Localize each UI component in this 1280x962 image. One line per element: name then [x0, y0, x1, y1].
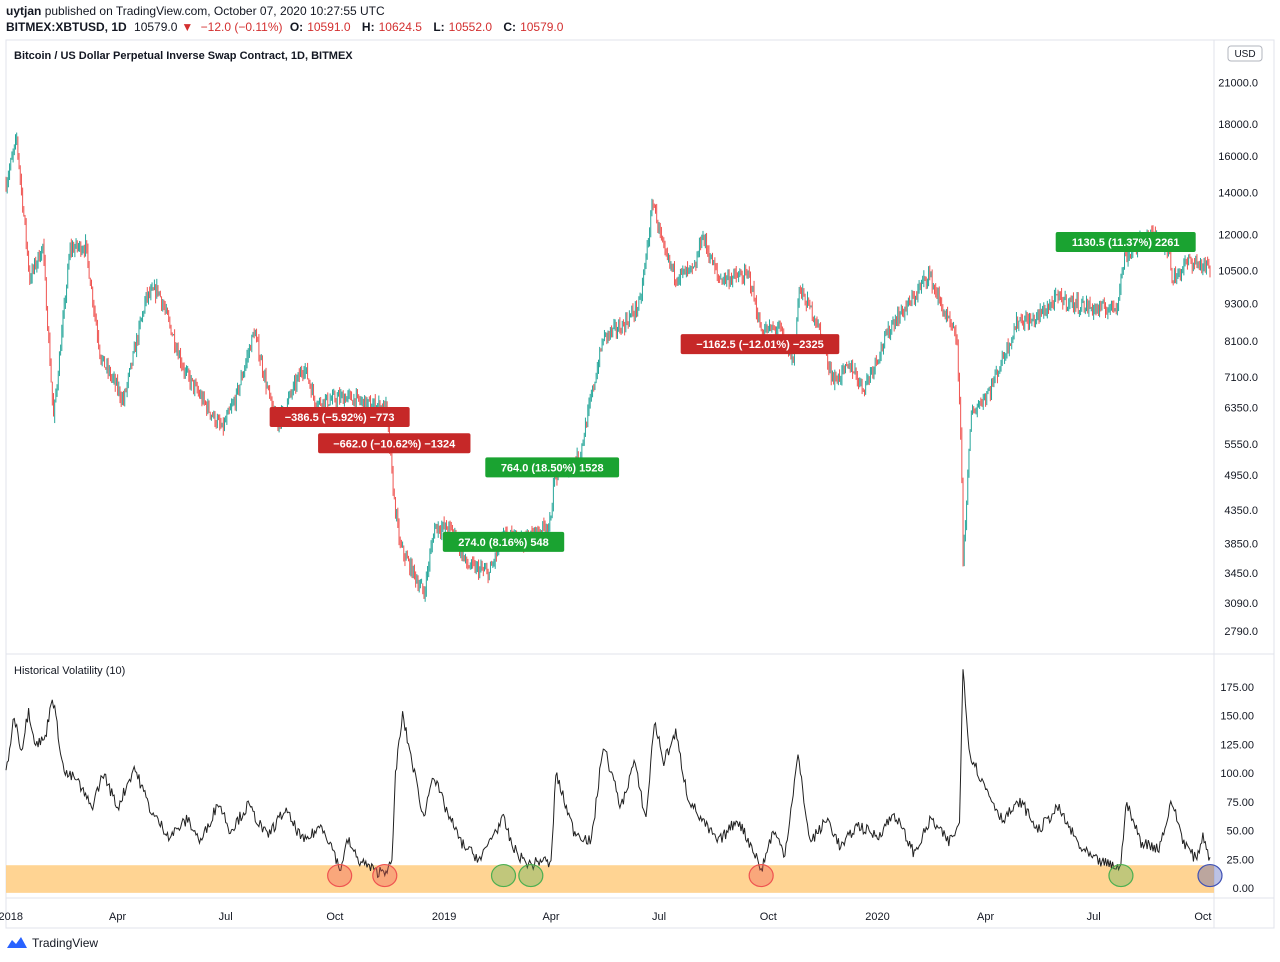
price-chart[interactable]: Bitcoin / US Dollar Perpetual Inverse Sw…	[0, 38, 1280, 930]
volatility-tick-label: 75.00	[1226, 797, 1254, 809]
close-label: C:	[503, 20, 517, 34]
low-volatility-band	[6, 865, 1214, 893]
volatility-circle	[1108, 863, 1134, 888]
tradingview-footer[interactable]: TradingView	[6, 936, 98, 950]
volatility-tick-label: 0.00	[1233, 883, 1254, 895]
price-tick-label: 21000.0	[1218, 77, 1258, 89]
currency-button[interactable]	[1227, 45, 1263, 62]
volatility-tick-label: 25.00	[1226, 854, 1254, 866]
trade-label-box	[269, 406, 410, 427]
open-value: 10591.0	[307, 20, 351, 34]
price-tick-label: 4350.0	[1224, 505, 1258, 517]
price-tick-label: 14000.0	[1218, 187, 1258, 199]
tradingview-brand[interactable]: TradingView	[32, 936, 99, 950]
author-name[interactable]: uytjan	[6, 4, 42, 18]
open-label: O:	[289, 20, 304, 34]
x-tick-label: Apr	[109, 911, 126, 923]
x-tick-label: Jul	[652, 911, 666, 923]
trade-label: 274.0 (8.16%) 548	[458, 537, 549, 549]
volatility-tick-label: 175.00	[1220, 682, 1254, 694]
price-tick-label: 3090.0	[1224, 598, 1258, 610]
volatility-line	[5, 669, 1211, 879]
volatility-tick-label: 125.00	[1220, 739, 1254, 751]
volatility-tick-label: 50.00	[1226, 826, 1254, 838]
trade-label: −662.0 (−10.62%) −1324	[333, 438, 456, 450]
x-tick-label: 2020	[865, 911, 889, 923]
symbol-label: BITMEX:XBTUSD, 1D	[6, 20, 127, 34]
price-tick-label: 8100.0	[1224, 336, 1258, 348]
x-tick-label: Apr	[542, 911, 559, 923]
trade-label: −386.5 (−5.92%) −773	[285, 412, 395, 424]
x-tick-label: Oct	[1194, 911, 1211, 923]
x-tick-label: Oct	[326, 911, 343, 923]
trade-label-box	[680, 334, 840, 355]
price-tick-label: 3850.0	[1224, 538, 1258, 550]
price-tick-label: 9300.0	[1224, 299, 1258, 311]
trade-label: −1162.5 (−12.01%) −2325	[696, 339, 824, 351]
x-tick-label: Jul	[1087, 911, 1101, 923]
price-chart-title: Bitcoin / US Dollar Perpetual Inverse Sw…	[14, 50, 353, 62]
price-tick-label: 6350.0	[1224, 402, 1258, 414]
trade-label-box	[1055, 232, 1196, 253]
price-tick-label: 3450.0	[1224, 568, 1258, 580]
price-tick-label: 10500.0	[1218, 266, 1258, 278]
tradingview-logo-icon	[7, 937, 27, 948]
price-tick-label: 4950.0	[1224, 470, 1258, 482]
down-arrow-icon: ▼	[181, 20, 194, 34]
trade-label: 1130.5 (11.37%) 2261	[1072, 237, 1180, 249]
volatility-tick-label: 150.00	[1220, 711, 1254, 723]
trade-label-box	[442, 531, 565, 552]
x-tick-label: 2019	[432, 911, 456, 923]
volatility-circle	[1197, 863, 1223, 888]
price-tick-label: 18000.0	[1218, 119, 1258, 131]
price-tick-label: 12000.0	[1218, 229, 1258, 241]
price-tick-label: 7100.0	[1224, 372, 1258, 384]
price-tick-label: 5550.0	[1224, 439, 1258, 451]
volatility-title: Historical Volatility (10)	[14, 665, 125, 677]
price-tick-label: 16000.0	[1218, 151, 1258, 163]
x-tick-label: Apr	[977, 911, 994, 923]
volatility-circle	[327, 863, 353, 888]
currency-label[interactable]: USD	[1234, 49, 1255, 60]
trade-label-box	[318, 433, 471, 454]
last-price: 10579.0	[134, 20, 178, 34]
volatility-circle	[490, 863, 517, 888]
publish-info: uytjan published on TradingView.com, Oct…	[6, 4, 385, 18]
x-tick-label: Jul	[219, 911, 233, 923]
price-tick-label: 2790.0	[1224, 626, 1258, 638]
high-value: 10624.5	[378, 20, 422, 34]
volatility-circle	[372, 863, 398, 888]
symbol-info: BITMEX:XBTUSD, 1D 10579.0 ▼ −12.0 (−0.11%…	[6, 20, 571, 34]
low-value: 10552.0	[448, 20, 493, 34]
high-label: H:	[361, 20, 375, 34]
x-tick-label: 2018	[0, 911, 23, 923]
low-label: L:	[433, 20, 445, 34]
price-change: −12.0 (−0.11%)	[200, 20, 283, 34]
volatility-circle	[748, 863, 774, 888]
close-value: 10579.0	[520, 20, 564, 34]
volatility-circle	[518, 863, 544, 888]
trade-label: 764.0 (18.50%) 1528	[501, 462, 604, 474]
volatility-tick-label: 100.00	[1220, 768, 1254, 780]
trade-label-box	[485, 457, 620, 478]
x-tick-label: Oct	[760, 911, 777, 923]
published-text: published on TradingView.com, October 07…	[44, 4, 385, 18]
